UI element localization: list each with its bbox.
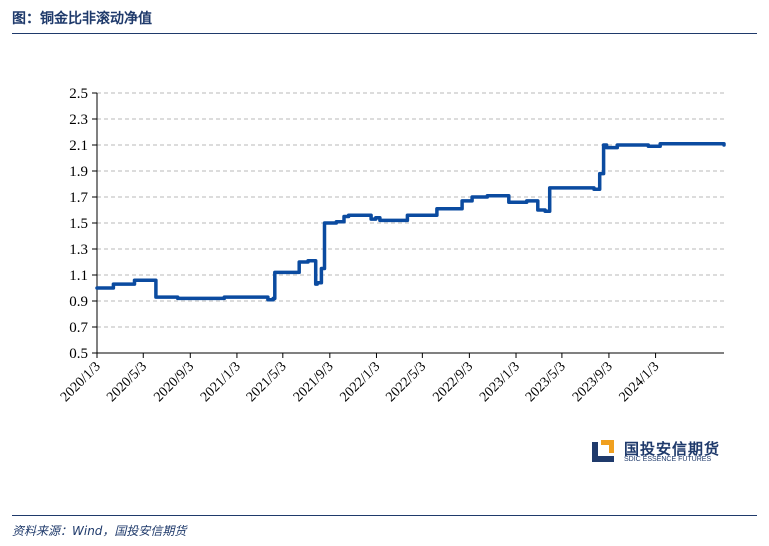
y-tick-label: 2.3 <box>69 112 88 128</box>
y-tick-label: 0.7 <box>69 320 88 336</box>
bottom-divider <box>12 515 757 516</box>
axis-layer <box>92 92 724 358</box>
x-tick-label: 2022/5/3 <box>383 359 429 405</box>
y-tick-label: 1.7 <box>69 190 88 206</box>
x-tick-label: 2021/9/3 <box>291 359 337 405</box>
logo-name-en: SDIC ESSENCE FUTURES <box>624 456 712 463</box>
grid-layer <box>97 92 724 328</box>
x-tick-label: 2020/9/3 <box>151 359 197 405</box>
x-tick-layer: 2020/1/3 2020/5/3 2020/9/3 2021/1/3 2021/5/3… <box>58 359 662 405</box>
x-tick-label: 2023/9/3 <box>570 359 616 405</box>
logo-name-cn: 国投安信期货 <box>624 440 721 458</box>
y-tick-layer: 2.5 2.3 2.1 1.9 1.7 1.5 1.3 1.1 0.9 0.7 0.5 <box>69 86 88 362</box>
x-tick-label: 2020/1/3 <box>58 359 104 405</box>
y-tick-label: 2.1 <box>69 138 88 154</box>
top-divider <box>12 33 757 34</box>
x-tick-label: 2024/1/3 <box>617 359 663 405</box>
y-tick-label: 0.5 <box>69 346 88 362</box>
x-tick-label: 2020/5/3 <box>104 359 150 405</box>
x-tick-label: 2023/1/3 <box>477 359 523 405</box>
y-tick-label: 1.9 <box>69 164 88 180</box>
y-tick-label: 0.9 <box>69 294 88 310</box>
y-tick-label: 2.5 <box>69 86 88 102</box>
source-note: 资料来源：Wind，国投安信期货 <box>12 524 187 538</box>
y-tick-label: 1.5 <box>69 216 88 232</box>
x-tick-label: 2022/9/3 <box>430 359 476 405</box>
sdic-logo-icon <box>590 438 616 464</box>
page-title: 图：铜金比非滚动净值 <box>12 11 152 27</box>
series-layer <box>95 141 726 302</box>
company-logo: 国投安信期货 SDIC ESSENCE FUTURES <box>590 438 760 468</box>
series-line <box>95 141 726 302</box>
x-tick-label: 2021/1/3 <box>198 359 244 405</box>
y-tick-label: 1.1 <box>69 268 88 284</box>
y-tick-label: 1.3 <box>69 242 88 258</box>
x-tick-label: 2023/5/3 <box>523 359 569 405</box>
x-tick-label: 2022/1/3 <box>337 359 383 405</box>
x-tick-label: 2021/5/3 <box>244 359 290 405</box>
